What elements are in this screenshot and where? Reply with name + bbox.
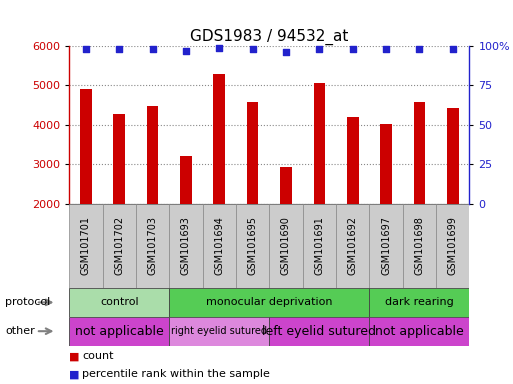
Text: GSM101701: GSM101701: [81, 216, 91, 275]
Text: other: other: [5, 326, 35, 336]
Text: monocular deprivation: monocular deprivation: [206, 297, 332, 308]
Text: GSM101698: GSM101698: [415, 216, 424, 275]
Bar: [80, 89, 92, 282]
Bar: [136, 204, 169, 288]
Text: control: control: [100, 297, 139, 308]
Point: [282, 49, 290, 55]
Bar: [413, 102, 425, 282]
Text: GSM101699: GSM101699: [448, 216, 458, 275]
Bar: [169, 204, 203, 288]
Bar: [69, 288, 169, 317]
Text: GSM101702: GSM101702: [114, 216, 124, 275]
Point: [382, 46, 390, 52]
Bar: [169, 317, 269, 346]
Text: protocol: protocol: [5, 297, 50, 308]
Bar: [369, 317, 469, 346]
Point: [82, 46, 90, 52]
Title: GDS1983 / 94532_at: GDS1983 / 94532_at: [190, 28, 348, 45]
Text: dark rearing: dark rearing: [385, 297, 454, 308]
Bar: [403, 204, 436, 288]
Bar: [436, 204, 469, 288]
Bar: [180, 156, 192, 282]
Point: [315, 46, 323, 52]
Text: GSM101703: GSM101703: [148, 216, 157, 275]
Text: ■: ■: [69, 369, 80, 379]
Text: right eyelid sutured: right eyelid sutured: [171, 326, 267, 336]
Point: [149, 46, 157, 52]
Text: percentile rank within the sample: percentile rank within the sample: [82, 369, 270, 379]
Bar: [203, 204, 236, 288]
Text: left eyelid sutured: left eyelid sutured: [262, 325, 377, 338]
Bar: [369, 204, 403, 288]
Point: [448, 46, 457, 52]
Bar: [69, 204, 103, 288]
Text: GSM101691: GSM101691: [314, 216, 324, 275]
Text: GSM101692: GSM101692: [348, 216, 358, 275]
Bar: [269, 317, 369, 346]
Bar: [369, 288, 469, 317]
Point: [215, 45, 224, 51]
Bar: [247, 102, 259, 282]
Bar: [380, 124, 392, 282]
Bar: [447, 108, 459, 282]
Point: [349, 46, 357, 52]
Text: ■: ■: [69, 351, 80, 361]
Point: [182, 48, 190, 54]
Point: [115, 46, 124, 52]
Bar: [303, 204, 336, 288]
Text: GSM101693: GSM101693: [181, 216, 191, 275]
Text: GSM101694: GSM101694: [214, 216, 224, 275]
Bar: [169, 288, 369, 317]
Bar: [280, 167, 292, 282]
Bar: [313, 83, 325, 282]
Text: GSM101695: GSM101695: [248, 216, 258, 275]
Point: [248, 46, 256, 52]
Bar: [269, 204, 303, 288]
Text: not applicable: not applicable: [375, 325, 464, 338]
Text: count: count: [82, 351, 113, 361]
Text: GSM101697: GSM101697: [381, 216, 391, 275]
Point: [416, 46, 424, 52]
Bar: [236, 204, 269, 288]
Text: not applicable: not applicable: [75, 325, 164, 338]
Bar: [347, 118, 359, 282]
Bar: [69, 317, 169, 346]
Text: GSM101690: GSM101690: [281, 216, 291, 275]
Bar: [336, 204, 369, 288]
Bar: [147, 106, 159, 282]
Bar: [113, 114, 125, 282]
Bar: [213, 74, 225, 282]
Bar: [103, 204, 136, 288]
